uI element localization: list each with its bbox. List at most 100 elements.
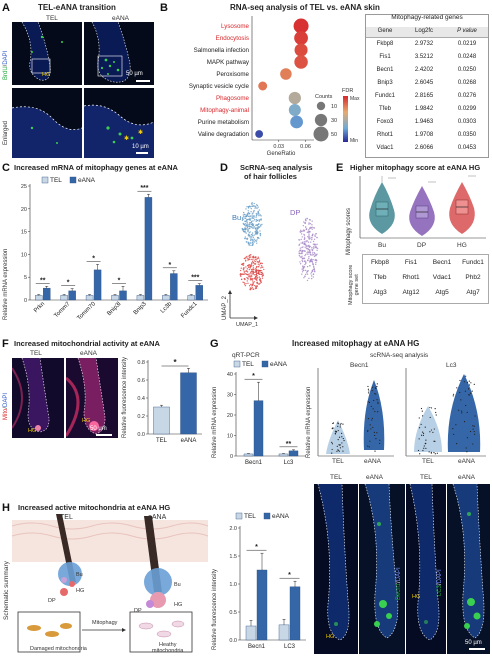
umap-point-bu (244, 223, 246, 226)
panel-a-scale-bottom: 10 µm (132, 144, 149, 150)
umap-point-dp (303, 265, 306, 268)
g-violin-dot-2 (424, 442, 426, 445)
g-violin-dot-3 (474, 433, 476, 435)
umap-point-dp (302, 241, 304, 243)
umap-point-dp (307, 252, 309, 254)
table-b-mitophagy: Mitophagy-related genes Gene Log2fc P va… (365, 14, 489, 158)
umap-point-hg (245, 266, 247, 268)
umap-point-bu (251, 232, 254, 234)
umap-point-hg (250, 264, 253, 266)
umap-point-bu (249, 236, 251, 238)
umap-point-hg (261, 271, 263, 274)
panel-g-micro-eana-1: eANA (366, 474, 383, 481)
b-legend-size-label-0: 10 (331, 104, 337, 110)
umap-point-dp (313, 227, 316, 229)
violin-e-label-hg: HG (457, 242, 467, 249)
umap-point-dp (314, 243, 316, 245)
g-violin-dot-0 (332, 427, 334, 429)
b-legend-size-1 (314, 113, 328, 127)
umap-point-hg (254, 263, 257, 265)
panel-h-tel: TEL (60, 514, 73, 521)
g-violin-dot-2 (418, 417, 420, 419)
umap-point-hg (256, 272, 259, 275)
b-legend-size-label-2: 50 (331, 132, 337, 138)
umap-point-dp (303, 241, 306, 243)
g-violin-dot-3 (469, 392, 472, 394)
g-violin-dot-3 (468, 380, 470, 382)
table-b-title: Mitophagy-related genes (391, 14, 463, 21)
g-violin-dot-3 (455, 424, 457, 426)
umap-point-bu (250, 244, 252, 247)
g-violin-dot-2 (420, 423, 422, 425)
umap-point-bu (255, 216, 257, 218)
panel-e-geneset-label: Mitophagy score gene set (348, 264, 360, 305)
umap-point-dp (300, 256, 302, 258)
table-b-cell: 0.0248 (457, 54, 477, 60)
umap-point-dp (308, 235, 310, 237)
c-bars-legend-swatch-1 (69, 176, 77, 184)
umap-point-hg (256, 282, 258, 285)
c-bars-bar-4-1 (144, 197, 153, 301)
umap-point-bu (253, 238, 255, 240)
g-violin-dot-2 (418, 427, 421, 429)
panel-f-title: Increased mitochondrial activity at eANA (14, 339, 160, 348)
umap-point-dp (308, 257, 310, 260)
panel-a-title: TEL-eANA transition (38, 3, 116, 12)
umap-point-bu (251, 215, 253, 217)
c-bars-bar-6-1 (195, 285, 203, 301)
panel-h-letter: H (2, 502, 10, 514)
table-b-cell: 0.0350 (457, 132, 477, 138)
umap-point-dp (315, 232, 317, 235)
umap-point-bu (247, 230, 249, 232)
umap-point-bu (251, 241, 254, 244)
umap-point-bu (242, 228, 244, 230)
umap-point-dp (302, 266, 304, 269)
umap-point-bu (244, 220, 246, 222)
umap-point-hg (248, 258, 251, 261)
c-bars-bar-2-1 (93, 269, 102, 301)
panel-h-eana: eANA (148, 514, 167, 521)
g-violin-dot-2 (425, 447, 427, 449)
g-violin-dot-0 (341, 442, 343, 444)
umap-point-hg (256, 274, 258, 277)
g-fluor-bar-0-1 (256, 569, 268, 641)
umap-point-dp (308, 245, 311, 248)
chart-b-dotplot: 0.03 0.06 GeneRatio Lysosome Endocytosis Salm… (189, 16, 360, 157)
chart-g-qpcr: 0 10 20 30 40 Becn1 * Lc3 ** TEL eANA (227, 360, 306, 466)
table-b-cell: 1.9463 (414, 119, 434, 125)
g-violin-dot-1 (370, 428, 372, 430)
umap-point-hg (257, 257, 260, 259)
umap-point-bu (248, 223, 250, 226)
umap-point-dp (309, 237, 311, 240)
table-b-cell: 0.0250 (457, 67, 477, 73)
g-violin-x-eana-2: eANA (458, 458, 475, 465)
umap-point-hg (253, 274, 256, 276)
umap-point-dp (313, 251, 315, 254)
g-violin-dot-2 (421, 415, 424, 417)
g-violin-dot-0 (338, 450, 340, 452)
umap-point-bu (249, 222, 251, 224)
umap-point-dp (301, 271, 304, 273)
umap-point-dp (313, 247, 315, 250)
chart-d-umap (228, 202, 319, 320)
f-bars-ytick-label-2: 0.4 (137, 396, 145, 402)
g-qpcr-legend-swatch-0 (233, 360, 241, 368)
c-bars-cat-0: Prkn (33, 301, 46, 314)
umap-point-dp (307, 241, 310, 243)
g-violin-x-tel-1: TEL (332, 458, 344, 465)
g-violin-title-becn1: Becn1 (350, 362, 369, 369)
g-violin-x-eana-1: eANA (364, 458, 381, 465)
g-violin-dot-0 (331, 441, 333, 443)
umap-point-hg (240, 272, 242, 275)
g-violin-dot-3 (453, 433, 455, 435)
umap-point-hg (255, 259, 258, 261)
umap-point-bu (244, 217, 246, 219)
umap-point-dp (305, 262, 307, 265)
umap-point-dp (303, 257, 306, 260)
g-violin-dot-3 (459, 391, 461, 394)
geneset-gene: Vdac1 (432, 274, 452, 281)
table-b-cell: Fkbp8 (376, 41, 394, 47)
umap-point-dp (298, 239, 301, 241)
g-violin-dot-2 (417, 449, 420, 452)
table-b-cell: Bnip3 (377, 80, 393, 86)
